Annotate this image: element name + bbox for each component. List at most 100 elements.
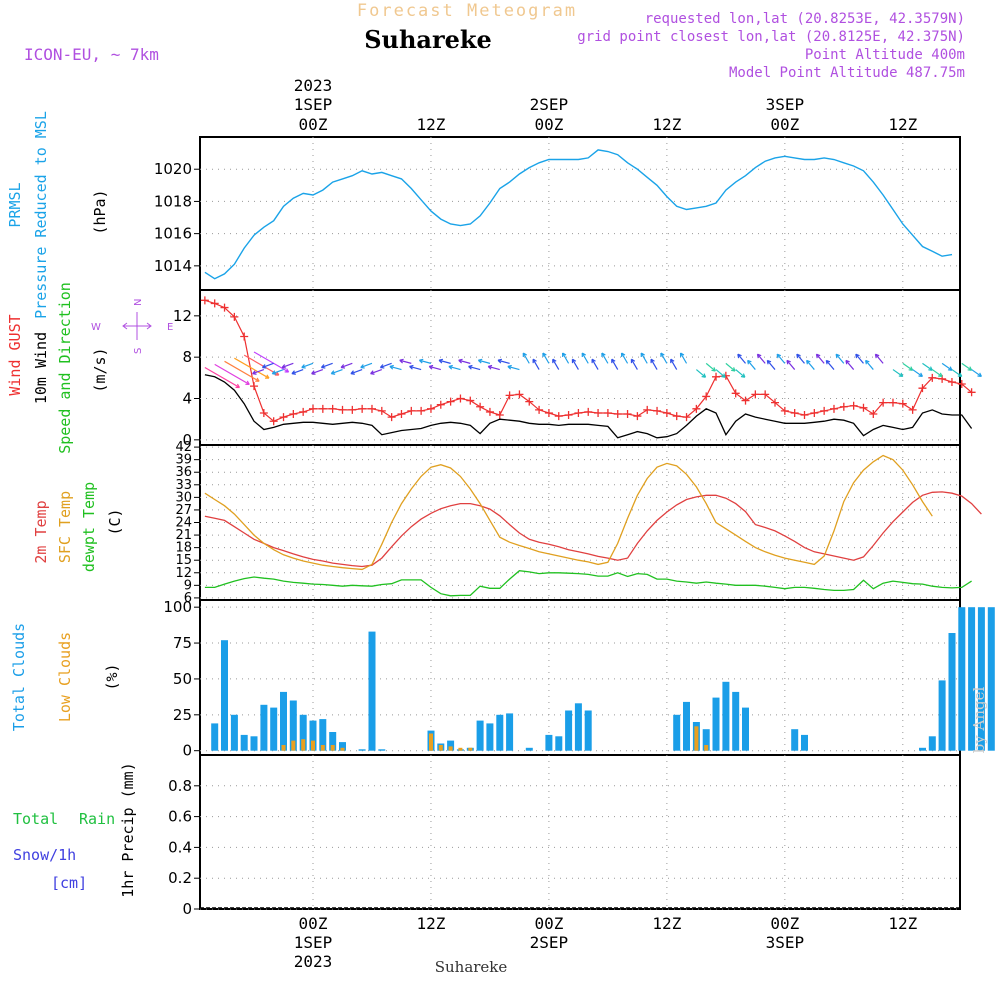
total-cloud-bar — [250, 736, 258, 751]
gust-marker — [613, 410, 622, 418]
y-tick-label: 12 — [173, 307, 192, 325]
gust-marker — [849, 401, 858, 410]
wind-direction-arrow — [786, 359, 796, 370]
wind-unit: (m/s) — [91, 347, 109, 392]
total-cloud-bar — [211, 723, 219, 751]
total-cloud-bar — [260, 704, 268, 751]
y-tick-label: 18 — [175, 541, 192, 556]
gust-marker — [682, 413, 691, 422]
total-cloud-bar — [476, 720, 484, 751]
gust-marker — [328, 404, 337, 413]
model-altitude: Model Point Altitude 487.75m — [729, 65, 965, 81]
gust-marker — [761, 390, 770, 399]
wind-panel: 0 4 8 12 Wind GUST 10m Wind Speed and Directio… — [6, 282, 982, 454]
wind-direction-arrow — [941, 362, 953, 371]
gust-marker — [259, 408, 268, 417]
total-cloud-bar — [938, 680, 946, 751]
gust-marker — [230, 312, 239, 321]
total-cloud-bar — [919, 747, 926, 751]
speed-direction-label: Speed and Direction — [56, 282, 74, 454]
y-tick-label: 36 — [175, 465, 192, 480]
bottom-date-label: 3SEP — [766, 933, 805, 952]
wind-direction-arrow — [350, 369, 363, 375]
total-cloud-bar — [702, 729, 710, 751]
wind-direction-arrow — [271, 369, 284, 375]
wind-direction-arrow — [650, 358, 658, 370]
gust-marker — [348, 405, 357, 414]
wind-direction-arrow — [561, 352, 570, 364]
wind-direction-arrow — [409, 364, 422, 371]
wind-direction-arrow — [301, 362, 314, 369]
total-cloud-bar — [339, 742, 346, 751]
snow-unit-label: [cm] — [51, 874, 87, 892]
wind-direction-arrow — [695, 369, 707, 378]
wind-label: 10m Wind — [32, 332, 50, 404]
y-tick-label: 33 — [175, 478, 192, 493]
wind-direction-arrow — [591, 358, 599, 370]
total-cloud-bar — [584, 710, 592, 751]
wind-direction-arrow — [747, 359, 756, 370]
pressure-line — [204, 149, 953, 280]
precip-unit: 1hr Precip (mm) — [119, 762, 137, 897]
wind-direction-arrow — [737, 353, 746, 364]
bottom-time-label: 12Z — [652, 914, 681, 933]
gust-marker — [466, 396, 475, 405]
top-date-label: 1SEP — [294, 95, 333, 114]
low-cloud-bar — [301, 739, 306, 751]
rain-label: Rain — [79, 810, 115, 828]
total-cloud-bar — [977, 607, 985, 751]
pressure-panel: 1014 1016 1018 1020 PRMSL Pressure Reduced to… — [6, 111, 961, 319]
top-year-label: 2023 — [294, 76, 333, 95]
gust-marker — [603, 408, 612, 417]
total-cloud-bar — [555, 736, 563, 751]
wind-direction-arrow — [922, 362, 933, 371]
y-tick-label: 4 — [182, 390, 192, 408]
wind-direction-arrow — [552, 358, 560, 370]
wind-direction-arrow — [253, 351, 290, 373]
wind-direction-arrow — [815, 353, 825, 364]
gust-marker — [584, 407, 593, 416]
gust-marker — [967, 388, 976, 397]
compass-n: N — [133, 299, 144, 306]
gust-marker — [594, 408, 603, 417]
low-cloud-bar — [330, 745, 335, 751]
low-cloud-bar — [458, 747, 463, 751]
y-tick-label: 21 — [175, 528, 192, 543]
wind-direction-arrow — [379, 362, 392, 369]
gust-marker — [869, 410, 878, 418]
total-cloud-bar — [447, 740, 455, 751]
y-tick-label: 50 — [173, 670, 192, 688]
y-tick-label: 24 — [175, 516, 192, 531]
gust-marker — [485, 407, 494, 416]
wind-direction-arrow — [630, 358, 638, 370]
top-time-label: 00Z — [299, 115, 328, 134]
y-tick-label: 0.4 — [168, 838, 192, 856]
clouds-unit: (%) — [103, 663, 121, 690]
gust-marker — [810, 408, 819, 417]
pressure-unit: (hPa) — [91, 189, 109, 234]
dewpt-line — [204, 570, 972, 597]
total-cloud-bar — [319, 719, 327, 751]
bottom-time-label: 00Z — [299, 914, 328, 933]
wind-direction-arrow — [497, 358, 510, 364]
wind-direction-arrow — [766, 359, 776, 370]
wind-direction-arrow — [224, 360, 260, 382]
gust-marker — [859, 403, 868, 412]
wind-direction-arrow — [468, 364, 481, 371]
wind-direction-arrow — [507, 364, 520, 371]
gust-marker — [299, 407, 308, 416]
point-altitude: Point Altitude 400m — [805, 47, 965, 63]
wind-direction-arrow — [330, 369, 343, 375]
y-tick-label: 9 — [184, 578, 192, 593]
gust-marker — [662, 408, 671, 417]
wind-direction-arrow — [281, 362, 294, 369]
total-cloud-bar — [742, 707, 749, 751]
y-tick-label: 1016 — [154, 225, 192, 243]
gust-label: Wind GUST — [6, 314, 24, 395]
total-cloud-bar — [368, 631, 376, 751]
wind-direction-arrow — [542, 352, 550, 364]
gust-marker — [426, 404, 435, 413]
y-tick-label: 27 — [175, 503, 192, 518]
gust-marker — [279, 413, 288, 422]
total-cloud-bar — [299, 714, 307, 751]
